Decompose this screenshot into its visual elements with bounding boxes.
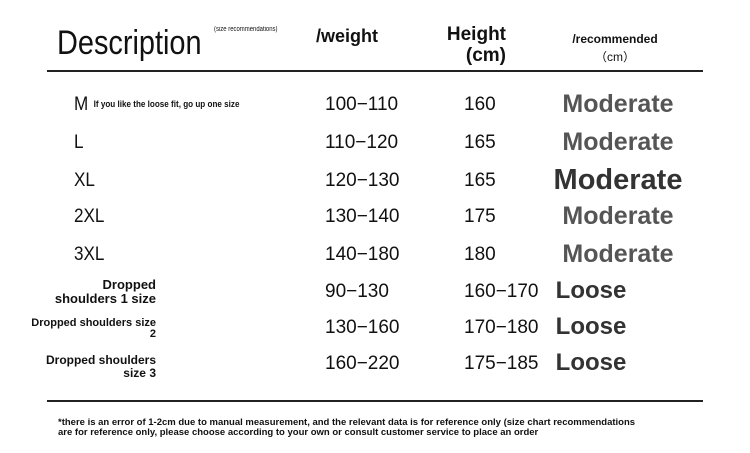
size-cell: Dropped shoulders size 3 <box>46 354 156 380</box>
table-row: Dropped shoulders 1 size 90−130 160−170 L… <box>0 275 750 311</box>
fit-cell: Moderate <box>553 164 683 196</box>
table-row: Dropped shoulders size 3 160−220 175−185 … <box>0 347 750 383</box>
height-cell: 180 <box>464 244 496 265</box>
footnote-line1: *there is an error of 1-2cm due to manua… <box>58 417 636 428</box>
weight-cell: 160−220 <box>325 353 400 374</box>
header-size-note: (size recommendations) <box>214 26 278 33</box>
header-height-label: Height <box>446 24 506 45</box>
height-cell: 165 <box>464 132 496 153</box>
table-row: 2XL 130−140 175 Moderate <box>0 200 750 236</box>
size-cell: 2XL <box>74 206 105 227</box>
table-row: L 110−120 165 Moderate <box>0 126 750 162</box>
weight-cell: 140−180 <box>325 244 400 265</box>
size-label-line2: shoulders 1 size <box>54 291 156 306</box>
height-cell: 165 <box>464 170 496 191</box>
fit-cell: Moderate <box>562 90 674 118</box>
weight-cell: 130−160 <box>325 317 400 338</box>
size-label-line2: 2 <box>149 328 156 340</box>
fit-cell: Moderate <box>562 128 674 156</box>
header-height: Height (cm) <box>440 24 506 66</box>
height-cell: 170−180 <box>464 317 539 338</box>
weight-cell: 130−140 <box>325 206 400 227</box>
size-label: M <box>74 94 89 115</box>
size-label-line2: size 3 <box>123 366 156 380</box>
header-recommended-unit: （cm） <box>595 50 635 64</box>
footnote: *there is an error of 1-2cm due to manua… <box>58 418 635 438</box>
table-row: 3XL 140−180 180 Moderate <box>0 238 750 274</box>
fit-cell: Loose <box>555 313 627 340</box>
weight-cell: 90−130 <box>325 281 389 302</box>
height-cell: 160 <box>464 94 496 115</box>
weight-cell: 110−120 <box>325 132 399 153</box>
footer-divider <box>47 400 703 402</box>
header-weight: /weight <box>316 26 378 46</box>
size-label-line1: Dropped <box>102 277 156 292</box>
fit-cell: Moderate <box>562 202 674 230</box>
height-cell: 175 <box>464 206 496 227</box>
size-note: If you like the loose fit, go up one siz… <box>93 99 240 109</box>
footnote-line2: are for reference only, please choose ac… <box>58 427 539 438</box>
size-cell: L <box>74 132 84 153</box>
weight-cell: 120−130 <box>325 170 400 191</box>
header-description: Description <box>57 24 202 62</box>
header-recommended-label: /recommended <box>572 32 658 46</box>
table-row: M If you like the loose fit, go up one si… <box>0 88 750 124</box>
fit-cell: Loose <box>555 277 627 304</box>
fit-cell: Moderate <box>562 240 674 268</box>
table-row: Dropped shoulders size 2 130−160 170−180 … <box>0 311 750 347</box>
size-cell: Dropped shoulders 1 size <box>55 278 156 306</box>
header-divider <box>47 70 703 72</box>
size-cell: M If you like the loose fit, go up one si… <box>74 94 239 116</box>
size-label-line1: Dropped shoulders size <box>31 317 156 329</box>
table-row: XL 120−130 165 Moderate <box>0 164 750 200</box>
size-cell: XL <box>74 170 95 191</box>
height-cell: 160−170 <box>464 281 539 302</box>
header-recommended: /recommended （cm） <box>560 30 670 66</box>
weight-cell: 100−110 <box>325 94 399 115</box>
height-cell: 175−185 <box>464 353 539 374</box>
size-cell: Dropped shoulders size 2 <box>31 318 156 340</box>
fit-cell: Loose <box>555 349 627 376</box>
header-height-unit: (cm) <box>465 45 506 66</box>
size-cell: 3XL <box>74 244 105 265</box>
size-label-line1: Dropped shoulders <box>45 353 156 367</box>
